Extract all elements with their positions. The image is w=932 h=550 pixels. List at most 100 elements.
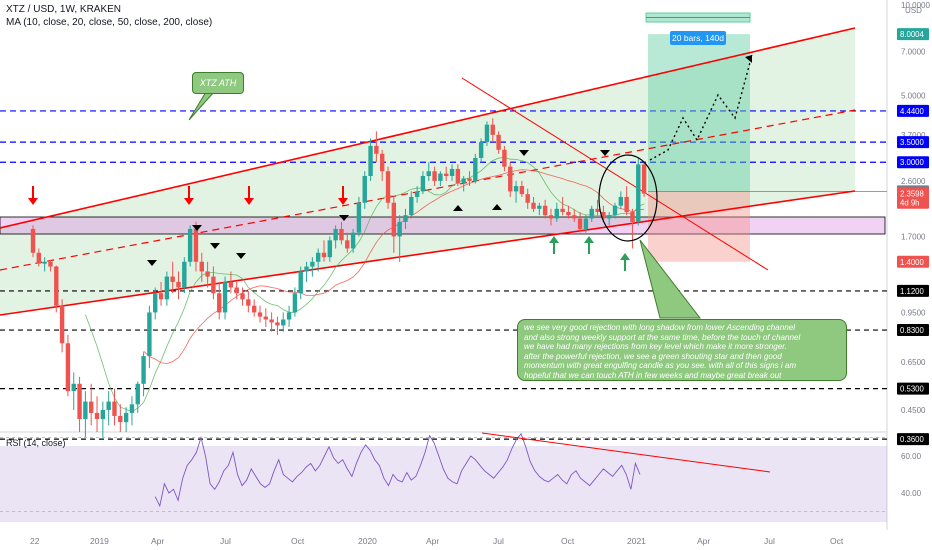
- price-label-box: [897, 28, 929, 41]
- symbol-title: XTZ / USD, 1W, KRAKEN: [6, 4, 122, 15]
- price-label-text: 8.0004: [900, 30, 925, 39]
- candle: [467, 171, 472, 187]
- target-zone: [648, 34, 750, 192]
- candle: [496, 131, 501, 154]
- candle-body: [641, 164, 647, 194]
- moving-average-line: [85, 156, 645, 413]
- candle-body: [71, 383, 76, 392]
- candle: [583, 215, 589, 233]
- candle-body: [478, 142, 484, 158]
- time-tick-label: Jul: [493, 536, 504, 546]
- bars-range-label: 20 bars, 140d: [670, 31, 726, 45]
- candle: [606, 211, 612, 226]
- candle-body: [141, 356, 146, 384]
- price-tick-label: 1.7000: [901, 232, 926, 241]
- price-label-box: [897, 255, 929, 268]
- candle: [618, 191, 624, 209]
- time-tick-label: Oct: [291, 536, 305, 546]
- candle-body: [566, 211, 571, 216]
- candle: [94, 396, 100, 433]
- candle: [409, 191, 414, 219]
- up-arrow-head: [584, 236, 594, 243]
- candle: [612, 202, 618, 219]
- candle: [240, 287, 245, 306]
- candle-body: [193, 228, 199, 262]
- candle: [380, 149, 385, 181]
- rsi-trendline: [481, 432, 771, 473]
- candle-body: [618, 196, 624, 206]
- rejection-ellipse: [598, 154, 658, 242]
- candle: [636, 157, 641, 226]
- candle: [246, 290, 251, 313]
- candle-body: [246, 299, 251, 306]
- projection-path: [649, 54, 753, 161]
- candle-body: [339, 228, 344, 241]
- time-tick-label: Oct: [561, 536, 575, 546]
- time-tick-label: Jul: [764, 536, 775, 546]
- candle: [118, 404, 123, 433]
- price-axis-unit: USD: [905, 6, 922, 15]
- candle-body: [147, 312, 152, 357]
- price-tick-label: 0.9500: [901, 308, 926, 317]
- candle: [54, 265, 59, 313]
- price-label-box: [897, 433, 929, 446]
- candle-body: [123, 412, 129, 423]
- candle-body: [612, 205, 618, 216]
- note-line: we see very good rejection with long sha…: [524, 323, 795, 332]
- candle: [106, 391, 111, 426]
- down-triangle-marker: [236, 253, 246, 259]
- candle-body: [158, 293, 164, 300]
- note-line: hopeful that we can touch ATH in few wee…: [524, 370, 782, 380]
- rsi-line: [154, 432, 641, 508]
- candle-body: [583, 218, 589, 229]
- candle-body: [257, 312, 263, 317]
- candle-body: [374, 145, 379, 154]
- candle: [455, 164, 461, 187]
- candle: [356, 196, 362, 237]
- candle-body: [199, 261, 204, 272]
- candle: [193, 221, 199, 272]
- price-label-text: 4.4400: [900, 107, 925, 116]
- candle-body: [473, 157, 478, 181]
- candle: [508, 162, 513, 197]
- price-label-text: 3.5000: [900, 138, 925, 147]
- candle-body: [30, 228, 36, 253]
- time-tick-label: Apr: [151, 536, 164, 546]
- candle: [275, 316, 280, 335]
- candle: [554, 202, 559, 222]
- price-label-text: 0.5300: [900, 385, 925, 394]
- price-label-text: 3.0000: [900, 158, 925, 167]
- candle-body: [444, 173, 449, 176]
- candle: [257, 305, 263, 323]
- candle-body: [513, 186, 519, 192]
- up-arrow-head: [620, 253, 630, 260]
- candle: [170, 261, 175, 294]
- candle-body: [106, 401, 111, 410]
- candle-body: [554, 208, 559, 219]
- candle: [478, 138, 484, 163]
- candle-body: [508, 166, 513, 192]
- candle-body: [432, 171, 437, 181]
- candle: [83, 391, 88, 440]
- candle-body: [577, 218, 583, 229]
- candle: [59, 299, 65, 353]
- channel-mid-line: [0, 109, 856, 271]
- candle-body: [595, 208, 600, 212]
- candle: [531, 196, 536, 212]
- candle: [444, 166, 449, 181]
- candle-body: [542, 205, 548, 216]
- candle-body: [560, 208, 565, 212]
- candle-body: [48, 261, 53, 267]
- candle: [286, 305, 292, 327]
- candle-body: [164, 276, 170, 300]
- candle-body: [356, 202, 362, 233]
- candle: [473, 153, 478, 184]
- support-zone: [0, 216, 886, 235]
- price-label-text: 0.8300: [900, 326, 925, 335]
- time-tick-label: 2021: [627, 536, 646, 546]
- candle: [641, 162, 647, 197]
- candle-body: [281, 319, 286, 326]
- candle-body: [286, 312, 292, 320]
